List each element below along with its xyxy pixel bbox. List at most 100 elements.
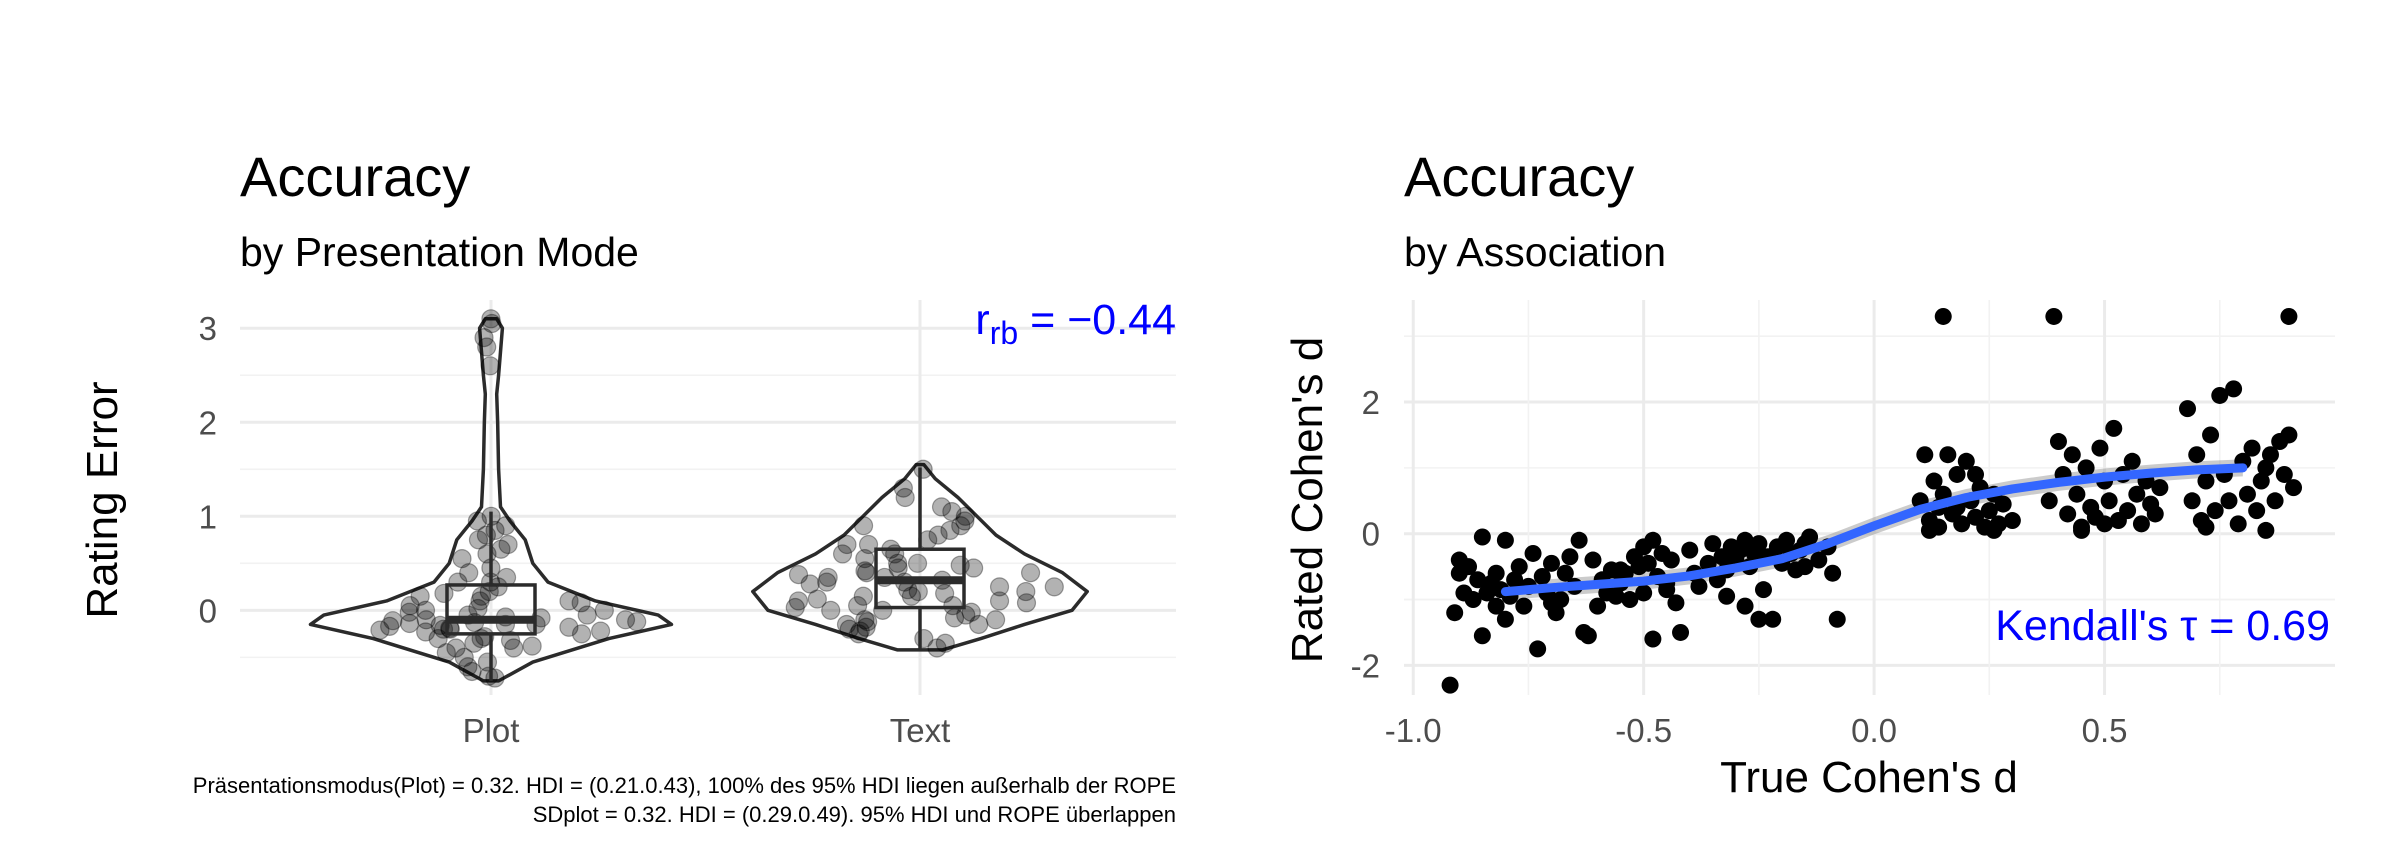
scatter-point xyxy=(2248,502,2266,520)
scatter-point xyxy=(2045,307,2063,325)
violin-point xyxy=(837,534,857,555)
scatter-point xyxy=(2049,433,2067,451)
violin-point xyxy=(788,565,809,585)
violin-point xyxy=(907,553,928,573)
violin-point xyxy=(893,478,913,498)
scatter-point xyxy=(2220,492,2238,510)
violin-point xyxy=(482,313,502,334)
violin-point xyxy=(935,583,955,604)
scatter-panel: -2 0 2 -1.0 -0.5 0.0 0.5 Accuracy by Associat… xyxy=(1283,145,2335,802)
violin-title: Accuracy xyxy=(240,145,470,208)
scatter-point xyxy=(1948,465,1966,483)
violin-point xyxy=(452,549,472,569)
violin-point xyxy=(383,611,403,631)
violin-point xyxy=(848,596,868,616)
scatter-point xyxy=(1920,521,1938,539)
violin-point xyxy=(888,553,908,573)
violin-point xyxy=(1020,563,1041,583)
smooth-curve xyxy=(1500,463,2248,597)
violin-point xyxy=(416,622,436,642)
scatter-point xyxy=(2183,492,2201,510)
violin-point xyxy=(485,668,505,688)
scatter-point xyxy=(2146,505,2164,523)
violin-x-tick: Text xyxy=(890,712,951,749)
violin-point xyxy=(817,572,837,592)
scatter-points xyxy=(1441,307,2303,694)
violin-point xyxy=(839,619,859,639)
violin-point xyxy=(951,516,971,536)
scatter-point xyxy=(1801,528,1819,546)
scatter-point xyxy=(2091,439,2109,457)
scatter-point xyxy=(1953,515,1971,533)
violin-point xyxy=(454,647,474,667)
violin-y-tick: 2 xyxy=(199,404,217,441)
scatter-point xyxy=(1662,551,1680,569)
violin-point xyxy=(459,563,479,583)
violin-point xyxy=(961,602,981,622)
scatter-point xyxy=(1487,597,1505,615)
violin-point xyxy=(1044,577,1064,597)
scatter-point xyxy=(1612,561,1630,579)
violin-x-tick: Plot xyxy=(463,712,520,749)
violin-point xyxy=(785,597,805,618)
violin-point xyxy=(496,516,516,536)
scatter-y-axis-title: Rated Cohen's d xyxy=(1283,337,1332,663)
scatter-point xyxy=(1916,446,1934,464)
scatter-point xyxy=(2068,485,2086,503)
scatter-point xyxy=(2119,502,2137,520)
scatter-point xyxy=(1542,594,1560,612)
violin-point xyxy=(434,583,454,604)
violin-point xyxy=(836,614,857,635)
scatter-point xyxy=(1750,610,1768,628)
scatter-point xyxy=(2280,307,2298,325)
annotation-r: r xyxy=(975,296,989,344)
scatter-point xyxy=(2128,485,2146,503)
caption-line-1: Präsentationsmodus(Plot) = 0.32. HDI = (… xyxy=(193,773,1176,798)
scatter-point xyxy=(2040,492,2058,510)
scatter-point xyxy=(2132,515,2150,533)
violin-point xyxy=(522,636,542,656)
scatter-point xyxy=(2225,380,2243,398)
violin-y-axis-title: Rating Error xyxy=(78,381,127,618)
violin-point xyxy=(428,628,448,649)
scatter-point xyxy=(1704,535,1722,553)
scatter-y-tick-labels: -2 0 2 xyxy=(1351,384,1380,684)
scatter-point xyxy=(1764,610,1782,628)
violin-point xyxy=(462,661,482,682)
violin-point xyxy=(415,600,436,620)
scatter-point xyxy=(1672,623,1690,641)
scatter-point xyxy=(2197,472,2215,490)
scatter-point xyxy=(1639,554,1657,572)
violin-point xyxy=(467,511,487,531)
violin-y-tick: 1 xyxy=(199,498,217,535)
caption-line-2: SDplot = 0.32. HDI = (0.29.0.49). 95% HD… xyxy=(533,802,1176,827)
scatter-point xyxy=(1681,541,1699,559)
violin-y-tick: 0 xyxy=(199,592,217,629)
scatter-point xyxy=(2243,439,2261,457)
scatter-x-tick: 0.5 xyxy=(2082,712,2128,749)
violin-point xyxy=(627,612,647,632)
violin-point xyxy=(416,610,436,630)
violin-point xyxy=(913,459,933,479)
violin-point xyxy=(370,620,390,640)
violin-boxplots xyxy=(445,467,966,681)
violin-point xyxy=(446,638,466,658)
violin-point xyxy=(943,596,963,616)
scatter-point xyxy=(2206,502,2224,520)
scatter-point xyxy=(1570,531,1588,549)
violin-point xyxy=(480,356,500,376)
scatter-point xyxy=(1994,495,2012,513)
violin-point xyxy=(471,586,492,606)
scatter-point xyxy=(2261,446,2279,464)
scatter-point xyxy=(1621,591,1639,609)
scatter-x-tick-labels: -1.0 -0.5 0.0 0.5 xyxy=(1385,712,2128,749)
violin-point xyxy=(986,610,1006,630)
scatter-point xyxy=(1473,528,1491,546)
scatter-point xyxy=(1533,568,1551,585)
scatter-point xyxy=(1690,577,1708,595)
scatter-point xyxy=(1985,521,2003,539)
violin-point xyxy=(571,624,592,644)
violin-point xyxy=(590,621,611,641)
violin-point xyxy=(474,328,494,348)
violin-point xyxy=(498,534,518,555)
